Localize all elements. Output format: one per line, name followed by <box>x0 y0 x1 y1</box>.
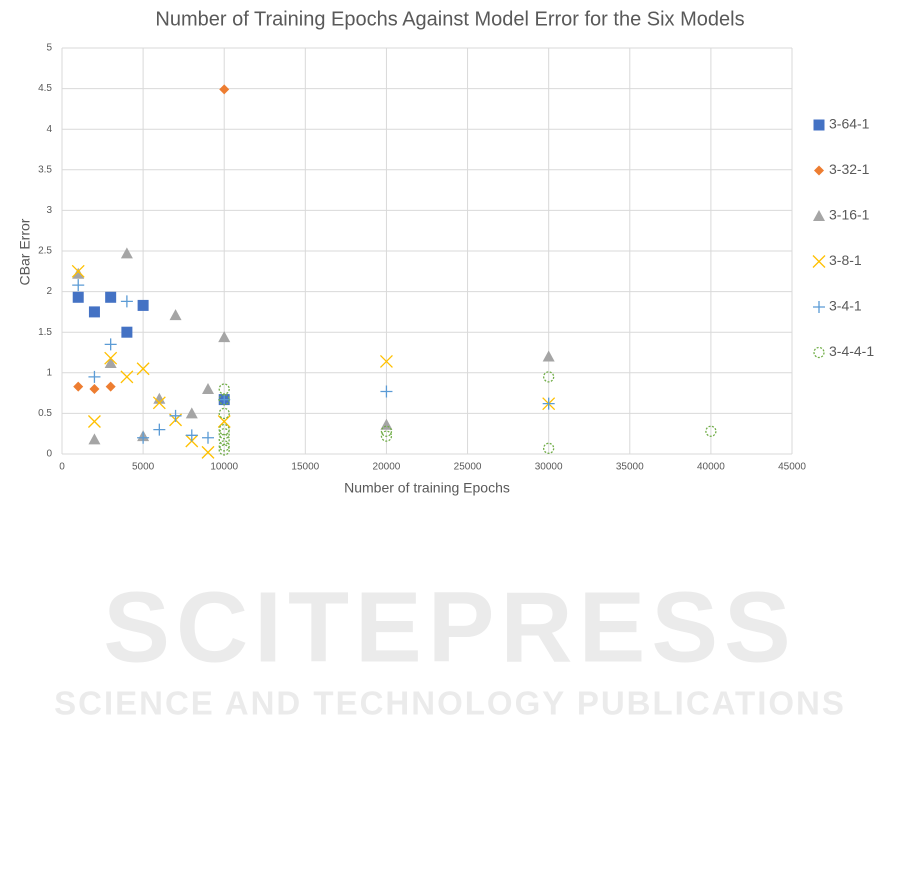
x-tick-label: 0 <box>59 462 65 473</box>
marker <box>201 445 215 459</box>
marker <box>152 396 166 410</box>
x-tick-label: 25000 <box>454 462 482 473</box>
marker <box>543 371 555 383</box>
marker <box>104 338 117 351</box>
marker <box>71 264 85 278</box>
marker <box>105 381 116 392</box>
marker <box>813 346 825 359</box>
marker <box>543 442 555 454</box>
marker <box>104 351 118 365</box>
marker <box>380 385 393 398</box>
marker <box>218 428 230 440</box>
y-tick-label: 5 <box>46 43 52 54</box>
watermark-text: SCITEPRESS <box>103 571 797 683</box>
marker <box>705 425 717 437</box>
marker <box>813 210 825 221</box>
marker <box>105 291 117 303</box>
legend-label: 3-4-4-1 <box>829 343 874 359</box>
marker <box>120 370 134 384</box>
marker <box>136 362 150 376</box>
legend-label: 3-16-1 <box>829 207 870 223</box>
legend-label: 3-4-1 <box>829 298 862 314</box>
x-tick-label: 30000 <box>535 462 563 473</box>
marker <box>89 384 100 395</box>
x-tick-label: 45000 <box>778 462 806 473</box>
marker <box>218 444 230 456</box>
marker <box>169 309 182 321</box>
x-axis-label: Number of training Epochs <box>344 480 510 496</box>
marker <box>121 326 133 338</box>
watermark-text: SCIENCE AND TECHNOLOGY PUBLICATIONS <box>54 685 846 722</box>
y-tick-label: 1 <box>46 367 52 378</box>
y-tick-label: 3.5 <box>38 164 52 175</box>
marker <box>202 431 214 444</box>
marker <box>814 165 824 176</box>
marker <box>73 381 84 392</box>
x-tick-label: 20000 <box>373 462 401 473</box>
x-tick-label: 5000 <box>132 462 155 473</box>
marker <box>88 370 101 383</box>
marker <box>87 415 101 428</box>
marker <box>542 397 555 410</box>
grid: 0 0.5 1 1.5 2 2.5 3 3.5 4 4.5 5 0 5000 10000 15000 2000… <box>38 43 806 473</box>
x-tick-label: 10000 <box>210 462 238 473</box>
x-tick-label: 15000 <box>291 462 319 473</box>
marker <box>72 267 85 279</box>
marker <box>88 433 101 445</box>
y-tick-label: 3 <box>46 205 52 216</box>
marker <box>120 247 133 259</box>
marker <box>218 331 231 343</box>
marker <box>72 279 85 292</box>
y-tick-label: 0 <box>46 449 52 460</box>
marker <box>137 299 149 311</box>
y-axis-label: CBar Error <box>17 218 33 285</box>
legend-label: 3-32-1 <box>829 161 870 177</box>
x-tick-label: 40000 <box>697 462 725 473</box>
x-tick-label: 35000 <box>616 462 644 473</box>
marker <box>542 350 555 362</box>
marker <box>379 354 393 368</box>
marker <box>380 430 393 442</box>
y-tick-label: 2.5 <box>38 246 52 257</box>
marker <box>153 423 166 436</box>
marker <box>812 255 826 268</box>
legend: 3-64-1 3-32-1 3-16-1 3-8-1 3-4-1 3-4-4-1 <box>812 116 874 359</box>
y-tick-label: 4 <box>46 124 52 135</box>
marker <box>72 291 84 303</box>
marker <box>153 392 166 404</box>
marker <box>202 383 214 395</box>
marker <box>218 440 230 452</box>
marker <box>104 357 117 369</box>
y-tick-label: 4.5 <box>38 83 52 94</box>
legend-label: 3-8-1 <box>829 252 862 268</box>
y-tick-label: 1.5 <box>38 327 52 338</box>
marker <box>813 301 825 313</box>
marker <box>185 429 198 442</box>
marker <box>218 407 230 420</box>
y-tick-label: 0.5 <box>38 408 52 419</box>
marks <box>71 84 717 459</box>
marker <box>218 393 231 406</box>
marker <box>217 415 231 428</box>
marker <box>120 295 133 308</box>
marker <box>219 84 230 95</box>
y-tick-label: 2 <box>46 286 52 297</box>
marker <box>380 425 393 437</box>
chart-title: Number of Training Epochs Against Model … <box>155 8 744 30</box>
marker <box>185 407 198 419</box>
marker <box>218 393 230 406</box>
marker <box>137 431 150 444</box>
marker <box>813 119 825 131</box>
marker <box>169 409 182 422</box>
marker <box>88 306 100 318</box>
legend-label: 3-64-1 <box>829 116 870 132</box>
